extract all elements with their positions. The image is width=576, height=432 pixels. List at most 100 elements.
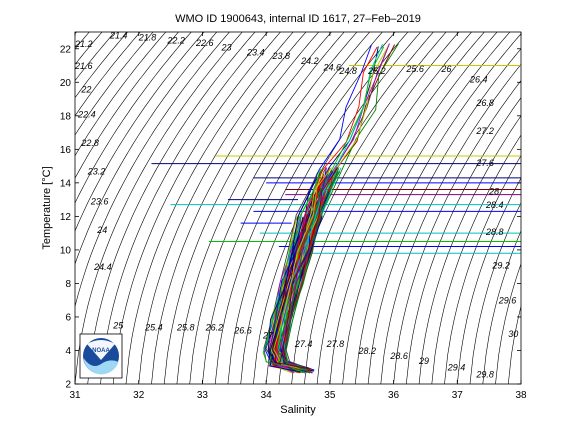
isopycnal-line (100, 32, 269, 384)
density-label: 21.2 (74, 39, 93, 49)
isopycnal-line (202, 32, 371, 384)
isopycnal-line (87, 32, 256, 384)
y-tick-label: 10 (60, 245, 72, 256)
density-label: 24 (96, 225, 107, 235)
isopycnal-line (291, 32, 460, 384)
density-label: 29.6 (498, 296, 517, 306)
isopycnal-line (75, 32, 192, 204)
isopycnal-line (75, 32, 218, 265)
density-label: 24.2 (300, 56, 319, 66)
x-tick-label: 36 (388, 390, 400, 401)
isopycnal-line (304, 32, 473, 384)
isopycnal-line (418, 115, 521, 384)
density-label: 25.2 (367, 66, 386, 76)
density-label: 26.4 (469, 74, 488, 84)
density-label: 22.8 (80, 138, 99, 148)
isopycnal-line (355, 33, 521, 384)
ts-profile-line (279, 167, 339, 370)
isopycnal-line (214, 32, 383, 384)
density-label: 25 (112, 321, 124, 331)
density-label: 26.8 (475, 98, 494, 108)
ts-profile-line (277, 169, 333, 373)
x-tick-label: 33 (197, 390, 209, 401)
y-tick-label: 16 (60, 145, 72, 156)
ts-profile-line (273, 46, 378, 370)
x-axis-label: Salinity (280, 404, 316, 416)
isopycnal-line (75, 32, 141, 117)
y-tick-label: 18 (60, 111, 72, 122)
density-label: 28.2 (358, 346, 377, 356)
noaa-logo: NOAA (79, 333, 123, 379)
density-label: 22.6 (195, 38, 214, 48)
density-label: 28.6 (389, 351, 408, 361)
isopycnal-line (75, 32, 116, 82)
density-label: 27 (262, 331, 274, 341)
y-tick-label: 20 (60, 78, 72, 89)
isopycnal-line (176, 32, 345, 384)
density-label: 30 (508, 329, 518, 339)
density-label: 24.6 (322, 63, 341, 73)
isopycnal-line (151, 32, 320, 384)
y-tick-label: 6 (65, 312, 71, 323)
density-label: 24.4 (93, 262, 112, 272)
x-tick-label: 37 (452, 390, 464, 401)
isopycnal-line (431, 134, 521, 384)
density-label: 23.6 (90, 197, 109, 207)
isopycnal-line (189, 32, 358, 384)
density-label: 26 (440, 64, 451, 74)
density-label: 25.8 (176, 322, 195, 332)
density-label: 29.2 (491, 260, 510, 270)
y-tick-label: 12 (60, 212, 72, 223)
x-tick-label: 35 (324, 390, 336, 401)
density-label: 22.4 (77, 109, 96, 119)
isopycnal-line (444, 155, 521, 384)
isopycnal-line (112, 32, 281, 384)
density-label: 29.4 (447, 363, 466, 373)
density-label: 29 (418, 356, 429, 366)
ts-profile-line (285, 171, 339, 370)
noaa-logo-text: NOAA (92, 348, 110, 354)
density-label: 26.2 (205, 322, 224, 332)
y-tick-label: 14 (60, 178, 72, 189)
density-label: 27.8 (326, 339, 345, 349)
x-tick-label: 34 (261, 390, 273, 401)
ts-profile-line (267, 190, 311, 373)
density-label: 26.6 (233, 326, 252, 336)
y-tick-label: 22 (60, 44, 72, 55)
density-label: 23.8 (272, 51, 291, 61)
x-tick-label: 31 (69, 390, 81, 401)
isopycnal-line (75, 32, 179, 179)
density-label: 21.4 (109, 31, 128, 41)
density-label: 22.2 (166, 36, 185, 46)
isopycnal-line (75, 32, 243, 384)
y-tick-label: 8 (65, 279, 71, 290)
isopycnal-line (75, 32, 129, 99)
isopycnal-line (163, 32, 332, 384)
isopycnal-line (75, 32, 230, 308)
x-tick-label: 38 (515, 390, 527, 401)
density-label: 27.4 (294, 339, 313, 349)
isopycnal-line (457, 177, 521, 384)
isopycnal-line (75, 32, 167, 157)
density-label: 28.8 (485, 227, 504, 237)
isopycnal-line (482, 230, 521, 384)
isopycnal-line (316, 32, 485, 384)
y-tick-label: 4 (65, 346, 71, 357)
density-label: 27.6 (475, 158, 494, 168)
ts-profiles (262, 43, 399, 374)
isopycnal-line (329, 32, 498, 384)
density-label: 21.6 (74, 61, 93, 71)
isopycnal-line (75, 32, 103, 65)
density-label: 28.4 (485, 200, 504, 210)
density-label: 28 (488, 187, 499, 197)
y-axis-label: Temperature [°C] (41, 166, 53, 249)
isopycnal-line (342, 32, 511, 384)
density-label: 27.2 (475, 126, 494, 136)
isopycnal-line (75, 32, 154, 136)
density-label: 25.4 (144, 322, 163, 332)
y-tick-label: 2 (65, 380, 71, 391)
density-label: 29.8 (475, 369, 494, 379)
x-tick-label: 32 (133, 390, 145, 401)
